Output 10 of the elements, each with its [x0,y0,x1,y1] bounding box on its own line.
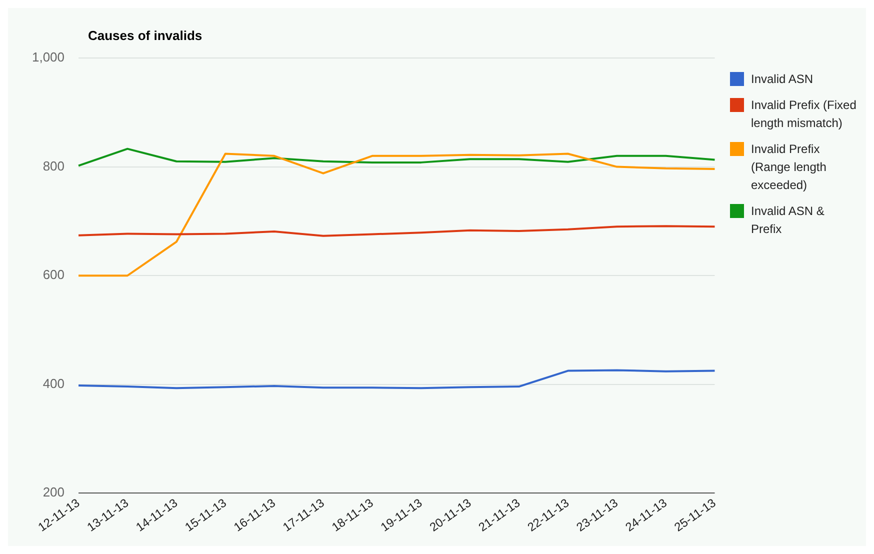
y-tick-label: 1,000 [32,50,65,65]
y-tick-label: 600 [42,267,65,282]
legend-label: Invalid Prefix (Fixed length mismatch) [751,97,858,132]
legend-label: Invalid ASN & Prefix [751,203,826,238]
legend-label: Invalid ASN [751,71,814,88]
y-tick-label: 800 [42,158,65,174]
y-tick-label: 200 [42,484,65,500]
y-tick-label: 400 [42,376,65,391]
chart-title: Causes of invalids [88,28,202,43]
legend-label: Invalid Prefix (Range length exceeded) [751,141,828,194]
